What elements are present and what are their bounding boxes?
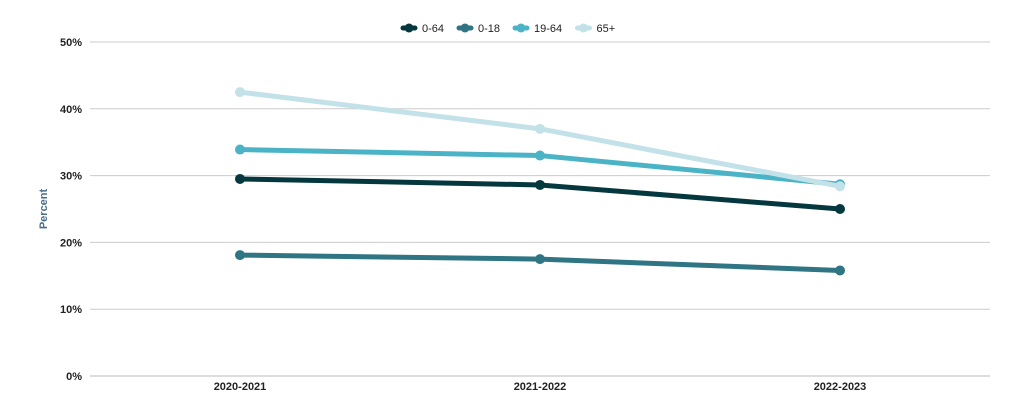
x-axis-ticks: 2020-2021 2021-2022 2022-2023 bbox=[214, 381, 867, 393]
series-0-18 bbox=[235, 250, 845, 276]
chart-legend: 0-64 0-18 19-64 65+ bbox=[400, 23, 616, 35]
data-point[interactable] bbox=[235, 144, 245, 155]
series-65+ bbox=[235, 87, 845, 192]
data-point[interactable] bbox=[235, 173, 245, 184]
data-point[interactable] bbox=[535, 150, 545, 161]
y-axis-ticks: 0% 10% 20% 30% 40% 50% bbox=[60, 37, 82, 383]
legend-label: 0-64 bbox=[422, 23, 444, 35]
data-point[interactable] bbox=[535, 123, 545, 134]
data-point[interactable] bbox=[835, 265, 845, 276]
y-axis-label: Percent bbox=[38, 188, 50, 229]
data-point[interactable] bbox=[835, 204, 845, 214]
legend-marker bbox=[579, 23, 588, 33]
y-tick-label: 40% bbox=[60, 104, 82, 116]
legend-marker bbox=[516, 23, 526, 33]
legend-label: 65+ bbox=[597, 23, 616, 35]
y-tick-label: 0% bbox=[66, 371, 82, 383]
series-line bbox=[237, 89, 843, 189]
data-point[interactable] bbox=[535, 254, 545, 265]
x-tick-label: 2020-2021 bbox=[214, 381, 267, 393]
x-tick-label: 2022-2023 bbox=[814, 381, 867, 393]
y-tick-label: 50% bbox=[60, 37, 82, 49]
data-point[interactable] bbox=[235, 87, 245, 98]
data-point[interactable] bbox=[535, 179, 545, 190]
legend-marker bbox=[460, 23, 470, 33]
data-point[interactable] bbox=[835, 181, 845, 192]
legend-item[interactable]: 0-18 bbox=[456, 23, 500, 35]
legend-marker bbox=[404, 23, 414, 33]
grid-lines bbox=[90, 41, 990, 377]
series-0-64 bbox=[235, 173, 845, 214]
legend-label: 19-64 bbox=[534, 23, 562, 35]
y-tick-label: 20% bbox=[60, 237, 82, 249]
data-point[interactable] bbox=[235, 250, 245, 261]
series-group bbox=[235, 87, 845, 276]
legend-item[interactable]: 0-64 bbox=[400, 23, 444, 35]
x-tick-label: 2021-2022 bbox=[514, 381, 567, 393]
y-tick-label: 30% bbox=[60, 171, 82, 183]
legend-item[interactable]: 19-64 bbox=[512, 23, 562, 35]
y-tick-label: 10% bbox=[60, 304, 82, 316]
legend-label: 0-18 bbox=[478, 23, 500, 35]
legend-item[interactable]: 65+ bbox=[575, 23, 616, 35]
